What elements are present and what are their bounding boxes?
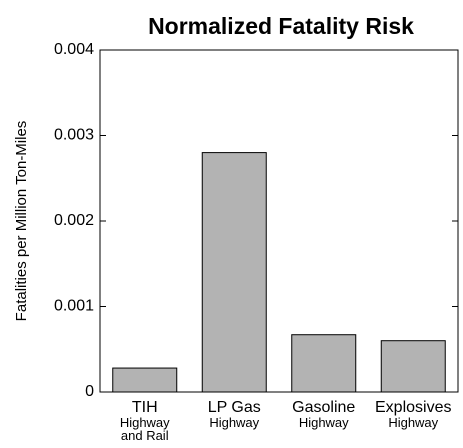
x-tick-sublabel: Highway and Rail: [119, 416, 170, 443]
bar: [291, 334, 357, 393]
y-tick-label: 0.001: [54, 298, 94, 315]
x-tick-sublabel-box: Highway: [388, 416, 439, 430]
x-tick-sublabel-box: Highway: [209, 416, 260, 430]
y-tick-label: 0.003: [54, 127, 94, 144]
chart-title: Normalized Fatality Risk: [148, 13, 414, 39]
bar: [380, 340, 446, 393]
x-tick-sublabel: Highway: [209, 416, 260, 430]
x-tick-label: Gasoline: [292, 399, 355, 416]
x-tick-label: LP Gas: [208, 399, 261, 416]
bar: [112, 367, 178, 393]
y-tick-label: 0.004: [54, 41, 94, 58]
x-tick-label: Explosives: [375, 399, 451, 416]
y-tick-label: 0: [85, 383, 94, 400]
x-tick-sublabel-box: Highway and Rail: [119, 416, 170, 443]
x-tick-sublabel: Highway: [298, 416, 349, 430]
y-axis-label: Fatalities per Million Ton-Miles: [13, 121, 30, 322]
x-tick-sublabel: Highway: [388, 416, 439, 430]
x-tick-label: TIH: [132, 399, 158, 416]
x-tick-sublabel-box: Highway: [298, 416, 349, 430]
bar: [201, 152, 267, 393]
y-tick-label: 0.002: [54, 212, 94, 229]
